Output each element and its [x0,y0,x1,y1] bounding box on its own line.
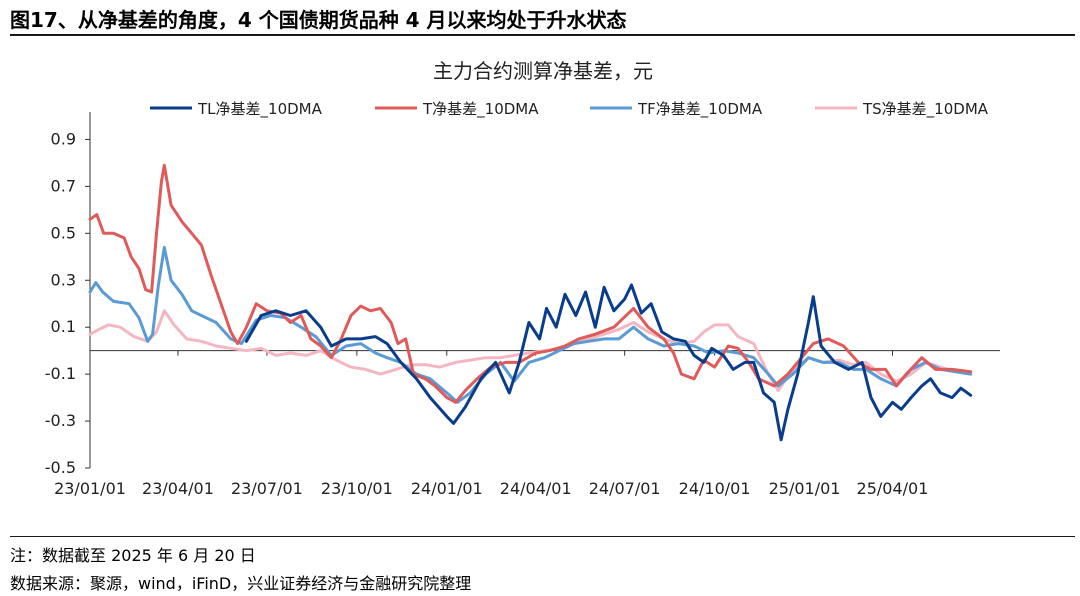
line-chart: 主力合约测算净基差，元 TL净基差_10DMA T净基差_10DMA TF净基差_1… [45,59,1000,498]
x-tick-label: 25/04/01 [857,479,929,498]
x-tick-label: 24/10/01 [679,479,751,498]
chart-legend: TL净基差_10DMA T净基差_10DMA TF净基差_10DMA TS净基差_10… [150,100,989,119]
source-note: 数据来源：聚源，wind，iFinD，兴业证券经济与金融研究院整理 [10,574,472,593]
x-tick-label: 24/07/01 [589,479,661,498]
y-tick-label: 0.5 [51,223,76,242]
y-tick-label: -0.1 [45,364,76,383]
x-tick-label: 24/01/01 [411,479,483,498]
x-tick-label: 25/01/01 [769,479,841,498]
legend-label-2: TF净基差_10DMA [637,100,763,119]
chart-axes: -0.5 -0.3 -0.1 0.1 0.3 0.5 0.7 0.9 23/01/01 23/04… [45,112,1000,498]
legend-label-3: TS净基差_10DMA [862,100,989,119]
x-tick-label: 23/01/01 [54,479,126,498]
footnote: 注：数据截至 2025 年 6 月 20 日 [10,546,256,565]
legend-label-1: T净基差_10DMA [422,100,539,119]
x-tick-label: 24/04/01 [500,479,572,498]
y-tick-label: 0.3 [51,270,76,289]
y-tick-label: 0.9 [51,129,76,148]
title-rule [10,34,1075,36]
x-tick-label: 23/07/01 [231,479,303,498]
footer-rule [10,536,1075,537]
series-line-1 [88,163,973,404]
series-line-0 [244,283,973,442]
x-tick-label: 23/04/01 [142,479,214,498]
x-tick-label: 23/10/01 [321,479,393,498]
y-tick-label: 0.7 [51,176,76,195]
y-tick-label: -0.3 [45,411,76,430]
y-tick-label: 0.1 [51,317,76,336]
chart-series [88,163,973,442]
y-tick-label: -0.5 [45,458,76,477]
figure-title: 图17、从净基差的角度，4 个国债期货品种 4 月以来均处于升水状态 [10,8,627,32]
chart-title: 主力合约测算净基差，元 [433,59,653,83]
legend-label-0: TL净基差_10DMA [197,100,323,119]
